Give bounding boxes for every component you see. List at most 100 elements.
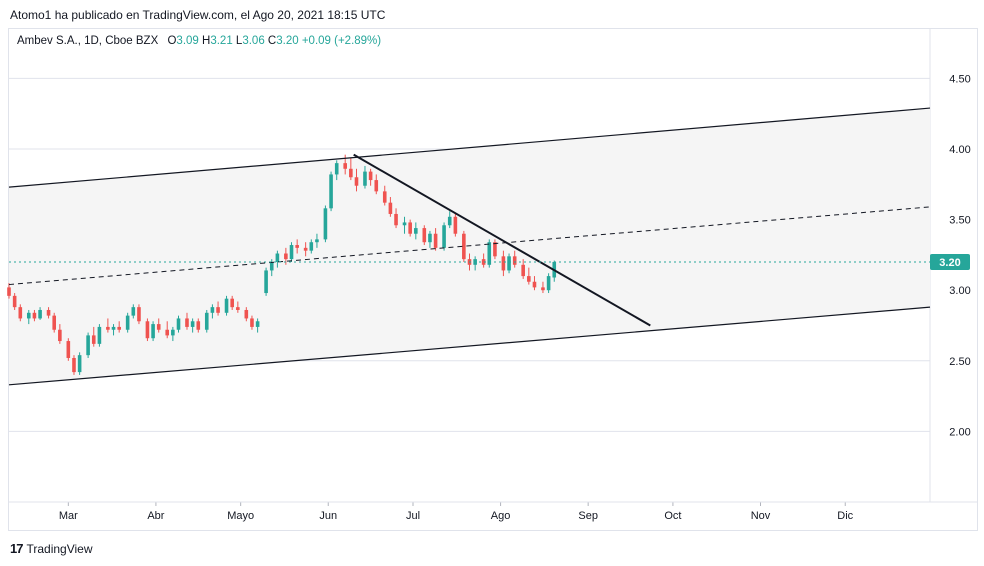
candle-body [250, 318, 254, 327]
channel-middle-line [8, 206, 931, 286]
candle-body [156, 324, 161, 330]
candle-body [145, 321, 150, 339]
candle-body [309, 242, 314, 251]
open-label: O [167, 35, 177, 47]
candle-body [151, 324, 155, 339]
candle-body [224, 298, 229, 313]
candle-body [91, 335, 96, 344]
candle-body [402, 222, 407, 226]
candle-body [363, 171, 367, 186]
candle-body [541, 287, 545, 291]
candle-body [264, 270, 268, 294]
candle-body [190, 321, 195, 327]
candle-body [236, 307, 240, 310]
y-tick-label: 2.50 [949, 356, 970, 368]
candle-body [244, 309, 249, 319]
candle-body [77, 355, 82, 373]
candle-body [388, 202, 393, 214]
candle-body [453, 216, 458, 234]
candle-body [32, 312, 37, 319]
candle-body [106, 326, 110, 330]
close-value: 3.20 [276, 35, 299, 47]
candle-body [7, 287, 11, 296]
last-price-tag [930, 253, 970, 270]
candle-body [546, 276, 551, 291]
candle-body [315, 239, 319, 243]
candle-body [442, 225, 446, 248]
candle-body [374, 180, 379, 192]
candle-body [527, 276, 531, 282]
candle-body [125, 315, 130, 330]
candle-body [394, 213, 398, 226]
trend-line [353, 153, 651, 327]
x-tick-label: Dic [837, 510, 853, 522]
candle-body [12, 295, 17, 308]
candle-body [507, 256, 511, 271]
candle-body [216, 307, 220, 313]
x-tick-label: Ago [491, 510, 511, 522]
candle-body [284, 253, 288, 260]
chart-frame [8, 28, 978, 531]
candle-body [269, 261, 274, 271]
close-label: C [267, 35, 277, 47]
candle-body [422, 228, 427, 243]
ohlc-legend: Ambev S.A., 1D, Cboe BZX O3.09 H3.21 L3.… [17, 35, 381, 47]
x-tick-label: Mayo [227, 510, 254, 522]
channel-fill [9, 108, 930, 385]
candle-body [487, 242, 492, 265]
candle-body [185, 318, 189, 327]
channel-upper-line [8, 107, 931, 188]
candle-body [66, 341, 71, 358]
y-tick-label: 3.00 [949, 285, 970, 297]
publish-caption: Atomo1 ha publicado en TradingView.com, … [10, 8, 386, 22]
y-tick-label: 3.50 [949, 215, 970, 227]
candle-body [18, 307, 23, 319]
high-label: H [202, 35, 211, 47]
y-tick-label: 4.50 [949, 73, 970, 85]
x-tick-label: Jul [406, 510, 420, 522]
x-tick-label: Abr [147, 510, 164, 522]
candle-body [512, 256, 517, 265]
candle-body [86, 335, 90, 356]
candle-body [303, 247, 308, 251]
candle-body [46, 309, 51, 316]
candle-body [210, 307, 215, 313]
candle-body [26, 312, 31, 319]
x-tick-label: Nov [751, 510, 771, 522]
x-tick-label: Jun [319, 510, 337, 522]
x-tick-label: Mar [59, 510, 78, 522]
tradingview-logo-icon: 17 [10, 541, 24, 556]
low-label: L [235, 35, 243, 47]
candle-body [72, 357, 76, 373]
candle-body [354, 177, 359, 186]
candle-body [408, 222, 412, 234]
candle-body [289, 245, 294, 260]
y-tick-label: 2.00 [949, 426, 970, 438]
candle-body [334, 163, 339, 175]
low-value: 3.06 [242, 35, 265, 47]
candle-body [111, 326, 116, 330]
candle-body [52, 315, 57, 330]
symbol-label: Ambev S.A., 1D, Cboe BZX [17, 35, 159, 47]
candle-body [447, 216, 452, 226]
candle-body [255, 321, 260, 327]
candle-body [295, 245, 299, 248]
candle-body [382, 191, 387, 203]
y-tick-label: 4.00 [949, 144, 970, 156]
candle-body [171, 329, 175, 336]
candle-body [323, 208, 328, 240]
candle-body [481, 259, 486, 265]
candle-body [204, 312, 209, 330]
candle-body [275, 253, 280, 262]
candle-body [462, 233, 466, 260]
candle-body [196, 321, 201, 330]
high-value: 3.21 [210, 35, 233, 47]
candle-body [433, 233, 438, 248]
x-tick-label: Sep [578, 510, 598, 522]
candle-body [368, 171, 373, 181]
candle-body [165, 329, 170, 336]
channel-lower-line [8, 306, 931, 386]
brand-label: TradingView [26, 541, 93, 556]
tradingview-brand[interactable]: 17 TradingView [10, 541, 93, 556]
